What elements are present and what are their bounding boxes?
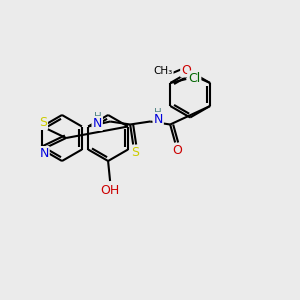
Text: S: S [131, 146, 139, 159]
Text: H: H [94, 112, 102, 122]
Text: N: N [154, 113, 163, 126]
Text: O: O [181, 64, 191, 76]
Text: N: N [39, 147, 49, 160]
Text: S: S [39, 116, 47, 129]
Text: CH₃: CH₃ [154, 66, 173, 76]
Text: Cl: Cl [188, 71, 200, 85]
Text: OH: OH [100, 184, 120, 196]
Text: H: H [154, 107, 162, 118]
Text: N: N [92, 117, 102, 130]
Text: O: O [172, 144, 182, 157]
